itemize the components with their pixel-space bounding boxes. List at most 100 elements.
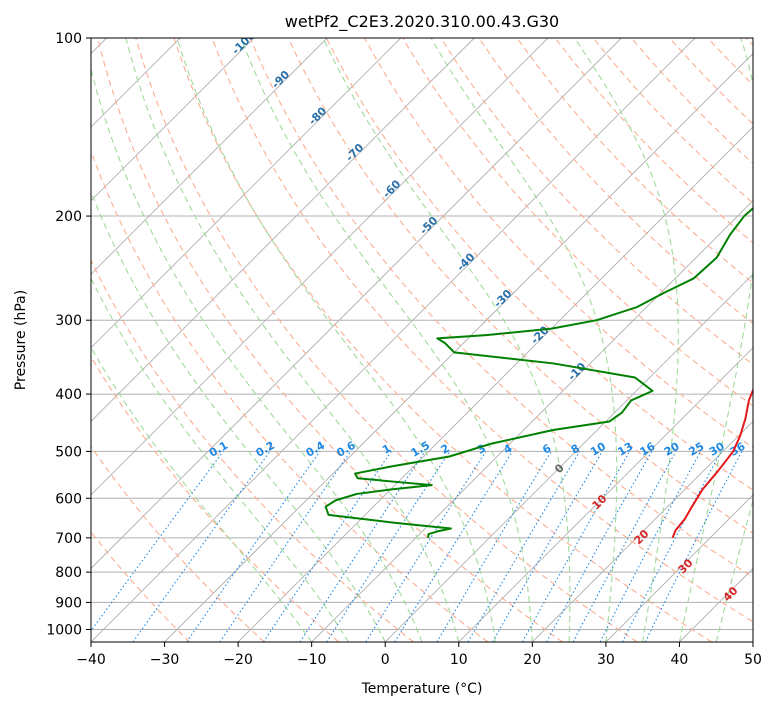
x-tick-label: 30 xyxy=(597,652,615,668)
dry-adiabat xyxy=(325,38,753,491)
isotherm-line xyxy=(458,347,753,642)
isotherm-line xyxy=(384,273,753,642)
isotherm-label: -50 xyxy=(417,214,440,237)
moist-adiabat xyxy=(125,38,460,642)
moist-adiabat xyxy=(176,38,497,642)
moist-adiabat xyxy=(678,38,753,642)
mixing-ratio-line xyxy=(299,451,426,642)
dry-adiabat xyxy=(173,38,713,642)
mixing-ratio-line xyxy=(186,451,321,642)
chart-title: wetPf2_C2E3.2020.310.00.43.G30 xyxy=(285,12,559,32)
mixing-ratio-label: 1.5 xyxy=(409,439,432,460)
plot-area: 0.1 0.2 0.4 0.6 1 1.5 2 3 4 6 8 10 13 16 20 25 30 36-100-… xyxy=(91,29,753,642)
isotherm-line xyxy=(91,38,475,422)
x-tick-label: 40 xyxy=(671,652,689,668)
isotherm-line xyxy=(532,420,753,642)
dry-adiabat xyxy=(91,259,414,642)
isotherm-label: -60 xyxy=(380,177,403,200)
dry-adiabat xyxy=(211,38,753,623)
mixing-ratio-label: 8 xyxy=(569,442,582,457)
y-tick-label: 600 xyxy=(55,491,82,507)
y-tick-label: 300 xyxy=(55,313,82,329)
dry-adiabat xyxy=(478,38,753,325)
mixing-ratio-line xyxy=(91,451,224,632)
mixing-ratio-label: 0.4 xyxy=(304,439,328,460)
mixing-ratio-label: 30 xyxy=(707,440,727,459)
isotherm-line xyxy=(605,494,753,642)
mixing-ratio-label: 13 xyxy=(616,440,636,459)
moist-adiabat xyxy=(430,38,618,642)
dry-adiabat xyxy=(669,38,753,125)
mixing-ratio-line xyxy=(219,451,352,642)
y-tick-label: 700 xyxy=(55,531,82,547)
mixing-ratio-line xyxy=(467,451,581,642)
axis-ticks: −40 −30 −20 −10 0 10 20 30 40 5010020030040050060… xyxy=(46,31,762,668)
isotherm-label: -30 xyxy=(491,287,514,310)
moist-adiabat xyxy=(91,277,349,642)
moist-adiabat xyxy=(91,190,386,642)
mixing-ratio-line xyxy=(521,451,631,642)
cape-label: 40 xyxy=(721,584,741,604)
mixing-ratio-label: 16 xyxy=(638,440,658,459)
isotherm-line xyxy=(91,38,549,496)
mixing-ratio-label: 1 xyxy=(380,442,393,457)
mixing-ratio-label: 10 xyxy=(588,440,608,459)
isotherm-label: -10 xyxy=(565,360,588,383)
y-tick-label: 1000 xyxy=(46,622,82,638)
x-tick-label: 50 xyxy=(744,652,762,668)
moist-adiabat xyxy=(91,67,423,642)
y-tick-label: 200 xyxy=(55,209,82,225)
mixing-ratio-line xyxy=(326,451,451,642)
moist-adiabat xyxy=(574,38,679,642)
x-tick-label: 20 xyxy=(523,652,541,668)
isotherm-label: -20 xyxy=(528,323,551,346)
cape-label: 20 xyxy=(632,527,652,547)
mixing-ratio-label: 0.1 xyxy=(207,439,230,460)
mixing-ratio-label: 20 xyxy=(662,440,682,459)
dry-adiabat xyxy=(745,38,753,47)
isotherm-label: -100 xyxy=(229,29,258,58)
isotherm-line xyxy=(91,38,402,349)
x-tick-label: 0 xyxy=(381,652,390,668)
mixing-ratio-line xyxy=(599,451,702,642)
mixing-ratio-line xyxy=(644,451,743,642)
y-axis-title: Pressure (hPa) xyxy=(13,290,29,390)
dry-adiabat xyxy=(91,355,340,642)
x-tick-label: −30 xyxy=(150,652,180,668)
dry-adiabat xyxy=(97,38,563,642)
dry-adiabat xyxy=(592,38,753,204)
mixing-ratio-line xyxy=(394,451,513,642)
isotherm-label: -40 xyxy=(454,250,477,273)
dry-adiabat xyxy=(287,38,753,534)
isotherm-line xyxy=(91,38,254,202)
cape-label: 0 xyxy=(552,461,567,476)
dry-adiabat xyxy=(249,38,753,578)
plot-frame xyxy=(90,37,754,643)
mixing-ratio-label: 0.2 xyxy=(254,439,277,460)
dewpoint-profile-line xyxy=(324,207,753,538)
mixing-ratio-label: 0.6 xyxy=(334,439,358,460)
x-tick-label: 10 xyxy=(450,652,468,668)
mixing-ratio-label: 6 xyxy=(540,441,553,456)
mixing-ratio-line xyxy=(436,451,552,642)
y-tick-label: 500 xyxy=(55,444,82,460)
moist-adiabat xyxy=(240,38,533,642)
dry-adiabat xyxy=(91,445,265,642)
mixing-ratio-line xyxy=(263,451,392,642)
cape-label: 10 xyxy=(590,492,610,512)
isotherm-line xyxy=(164,52,753,642)
isotherm-line xyxy=(679,567,753,642)
mixing-ratio-label: 3 xyxy=(475,442,488,457)
x-axis-title: Temperature (°C) xyxy=(361,681,483,697)
x-tick-label: −20 xyxy=(223,652,253,668)
dry-adiabat xyxy=(91,149,489,642)
y-tick-label: 400 xyxy=(55,387,82,403)
isotherm-line xyxy=(91,38,622,570)
temperature-profile-line xyxy=(671,387,753,539)
mixing-ratio-line xyxy=(132,451,271,642)
isotherm-label: -80 xyxy=(306,104,329,127)
mixing-ratio-label: 2 xyxy=(439,442,452,457)
dry-adiabat xyxy=(707,38,753,86)
moist-adiabat xyxy=(715,498,753,642)
